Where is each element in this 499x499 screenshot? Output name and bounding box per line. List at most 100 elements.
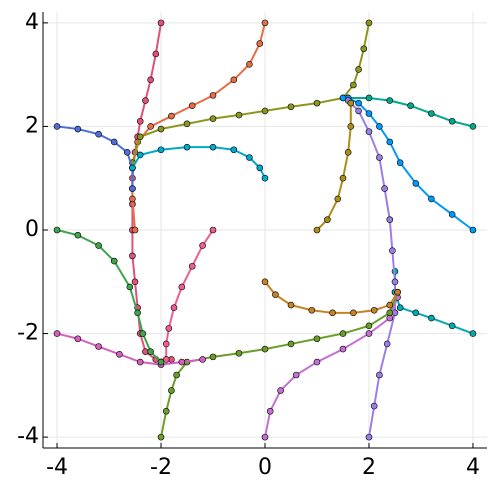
marker: [209, 353, 217, 361]
marker: [209, 143, 217, 151]
series-line: [131, 22, 370, 189]
marker: [287, 103, 295, 111]
marker: [162, 356, 170, 363]
marker: [347, 123, 355, 130]
marker: [168, 112, 175, 120]
marker: [165, 325, 173, 332]
series: [53, 123, 136, 192]
marker: [339, 174, 347, 182]
marker: [261, 433, 269, 441]
marker: [396, 159, 404, 166]
series: [261, 278, 401, 317]
marker: [313, 358, 321, 366]
marker: [199, 242, 206, 249]
marker: [365, 330, 373, 337]
marker: [178, 358, 186, 366]
marker: [370, 402, 378, 410]
series-line: [264, 281, 399, 314]
x-tick-label: 0: [258, 455, 272, 480]
marker: [136, 133, 144, 141]
x-tick-label: 2: [362, 455, 376, 480]
marker: [188, 262, 196, 270]
marker: [266, 407, 274, 415]
marker: [376, 371, 383, 379]
marker: [53, 330, 61, 337]
marker: [131, 226, 139, 234]
marker: [376, 123, 383, 130]
y-tick-label: 4: [25, 10, 39, 35]
marker: [209, 115, 217, 122]
marker: [339, 330, 347, 337]
series-line: [316, 103, 352, 231]
marker: [53, 226, 61, 234]
marker: [391, 278, 399, 286]
marker: [365, 94, 373, 102]
marker: [347, 99, 355, 107]
marker: [168, 387, 175, 394]
marker: [209, 226, 217, 234]
marker: [126, 283, 134, 291]
series: [162, 226, 217, 363]
marker: [396, 304, 404, 311]
marker: [350, 309, 357, 317]
marker: [162, 340, 170, 348]
marker: [129, 252, 136, 260]
series: [53, 226, 165, 366]
marker: [136, 117, 144, 125]
marker: [313, 335, 321, 343]
marker: [110, 257, 118, 265]
marker: [53, 123, 61, 130]
marker: [178, 283, 186, 291]
y-tick-label: -2: [17, 321, 39, 346]
y-tick-label: 0: [25, 217, 39, 242]
marker: [256, 164, 264, 172]
series-line: [347, 99, 396, 438]
marker: [129, 185, 136, 192]
marker: [365, 322, 373, 330]
marker: [157, 19, 165, 27]
marker: [339, 345, 347, 353]
marker: [209, 92, 217, 99]
marker: [394, 288, 401, 296]
marker: [235, 111, 243, 119]
marker: [157, 358, 165, 366]
y-tick-label: 2: [25, 113, 39, 138]
series-line: [56, 229, 162, 363]
series: [129, 143, 269, 182]
series: [129, 19, 373, 192]
marker: [313, 99, 321, 107]
marker: [157, 433, 165, 441]
marker: [147, 76, 154, 84]
marker: [469, 330, 477, 337]
marker: [428, 314, 435, 322]
marker: [376, 154, 383, 161]
marker: [469, 123, 477, 130]
marker: [412, 180, 420, 187]
marker: [110, 138, 118, 146]
marker: [116, 350, 123, 358]
marker: [448, 322, 456, 330]
marker: [136, 151, 144, 159]
marker: [261, 278, 269, 286]
marker: [389, 247, 396, 255]
marker: [162, 407, 170, 415]
marker: [383, 340, 391, 348]
series-line: [264, 296, 399, 438]
marker: [292, 371, 300, 379]
marker: [152, 50, 160, 58]
series: [261, 294, 401, 441]
marker: [350, 81, 357, 89]
marker: [386, 216, 394, 223]
marker: [173, 371, 180, 379]
marker: [199, 356, 206, 363]
marker: [261, 19, 269, 27]
marker: [74, 125, 82, 133]
marker: [246, 60, 253, 68]
series: [53, 330, 206, 368]
marker: [407, 102, 414, 110]
series-line: [393, 271, 474, 335]
marker: [324, 216, 331, 223]
marker: [448, 211, 456, 218]
